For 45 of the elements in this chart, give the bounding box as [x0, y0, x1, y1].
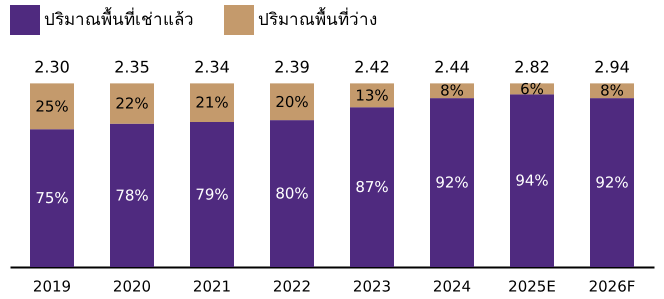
data-label: 87%	[355, 178, 389, 196]
bar	[190, 83, 234, 122]
data-label: 79%	[195, 185, 229, 204]
annotation: 2.94	[594, 57, 630, 76]
annotation: 2.42	[354, 57, 390, 76]
data-label: 22%	[115, 94, 149, 113]
data-label: 20%	[275, 92, 309, 111]
bar	[590, 98, 634, 267]
annotation: 2.39	[274, 57, 310, 76]
legend-label: ปริมาณพื้นที่ว่าง	[258, 7, 377, 30]
data-label: 21%	[195, 94, 229, 112]
bar	[110, 124, 154, 267]
bar	[270, 120, 314, 267]
bar	[510, 94, 554, 267]
bar	[190, 122, 234, 267]
data-label: 80%	[275, 184, 309, 203]
data-label: 25%	[35, 97, 69, 116]
annotation: 2.82	[514, 57, 550, 76]
x-tick-label: 2023	[352, 278, 392, 296]
bar	[30, 83, 74, 130]
x-tick-label: 2025E	[508, 278, 556, 296]
bar	[110, 83, 154, 124]
data-label: 75%	[35, 189, 69, 208]
annotation: 2.34	[194, 57, 230, 76]
legend-label: ปริมาณพื้นที่เช่าแล้ว	[44, 7, 194, 30]
annotation: 2.44	[434, 57, 470, 76]
data-label: 92%	[595, 174, 629, 192]
bar	[350, 107, 394, 267]
annotation: 2.30	[34, 57, 70, 76]
data-label: 13%	[355, 86, 389, 104]
x-tick-label: 2021	[192, 278, 232, 296]
bar	[30, 129, 74, 267]
x-tick-label: 2019	[32, 278, 72, 296]
data-label: 92%	[435, 174, 469, 192]
x-tick-label: 2026F	[588, 278, 636, 296]
annotation: 2.35	[114, 57, 150, 76]
data-label: 94%	[515, 172, 549, 190]
bar	[430, 98, 474, 267]
x-tick-label: 2024	[432, 278, 472, 296]
data-label: 8%	[600, 82, 624, 100]
data-label: 78%	[115, 186, 149, 204]
x-tick-label: 2022	[272, 278, 312, 296]
data-label: 8%	[440, 82, 464, 100]
x-tick-label: 2020	[112, 278, 152, 296]
data-label: 6%	[520, 80, 544, 98]
